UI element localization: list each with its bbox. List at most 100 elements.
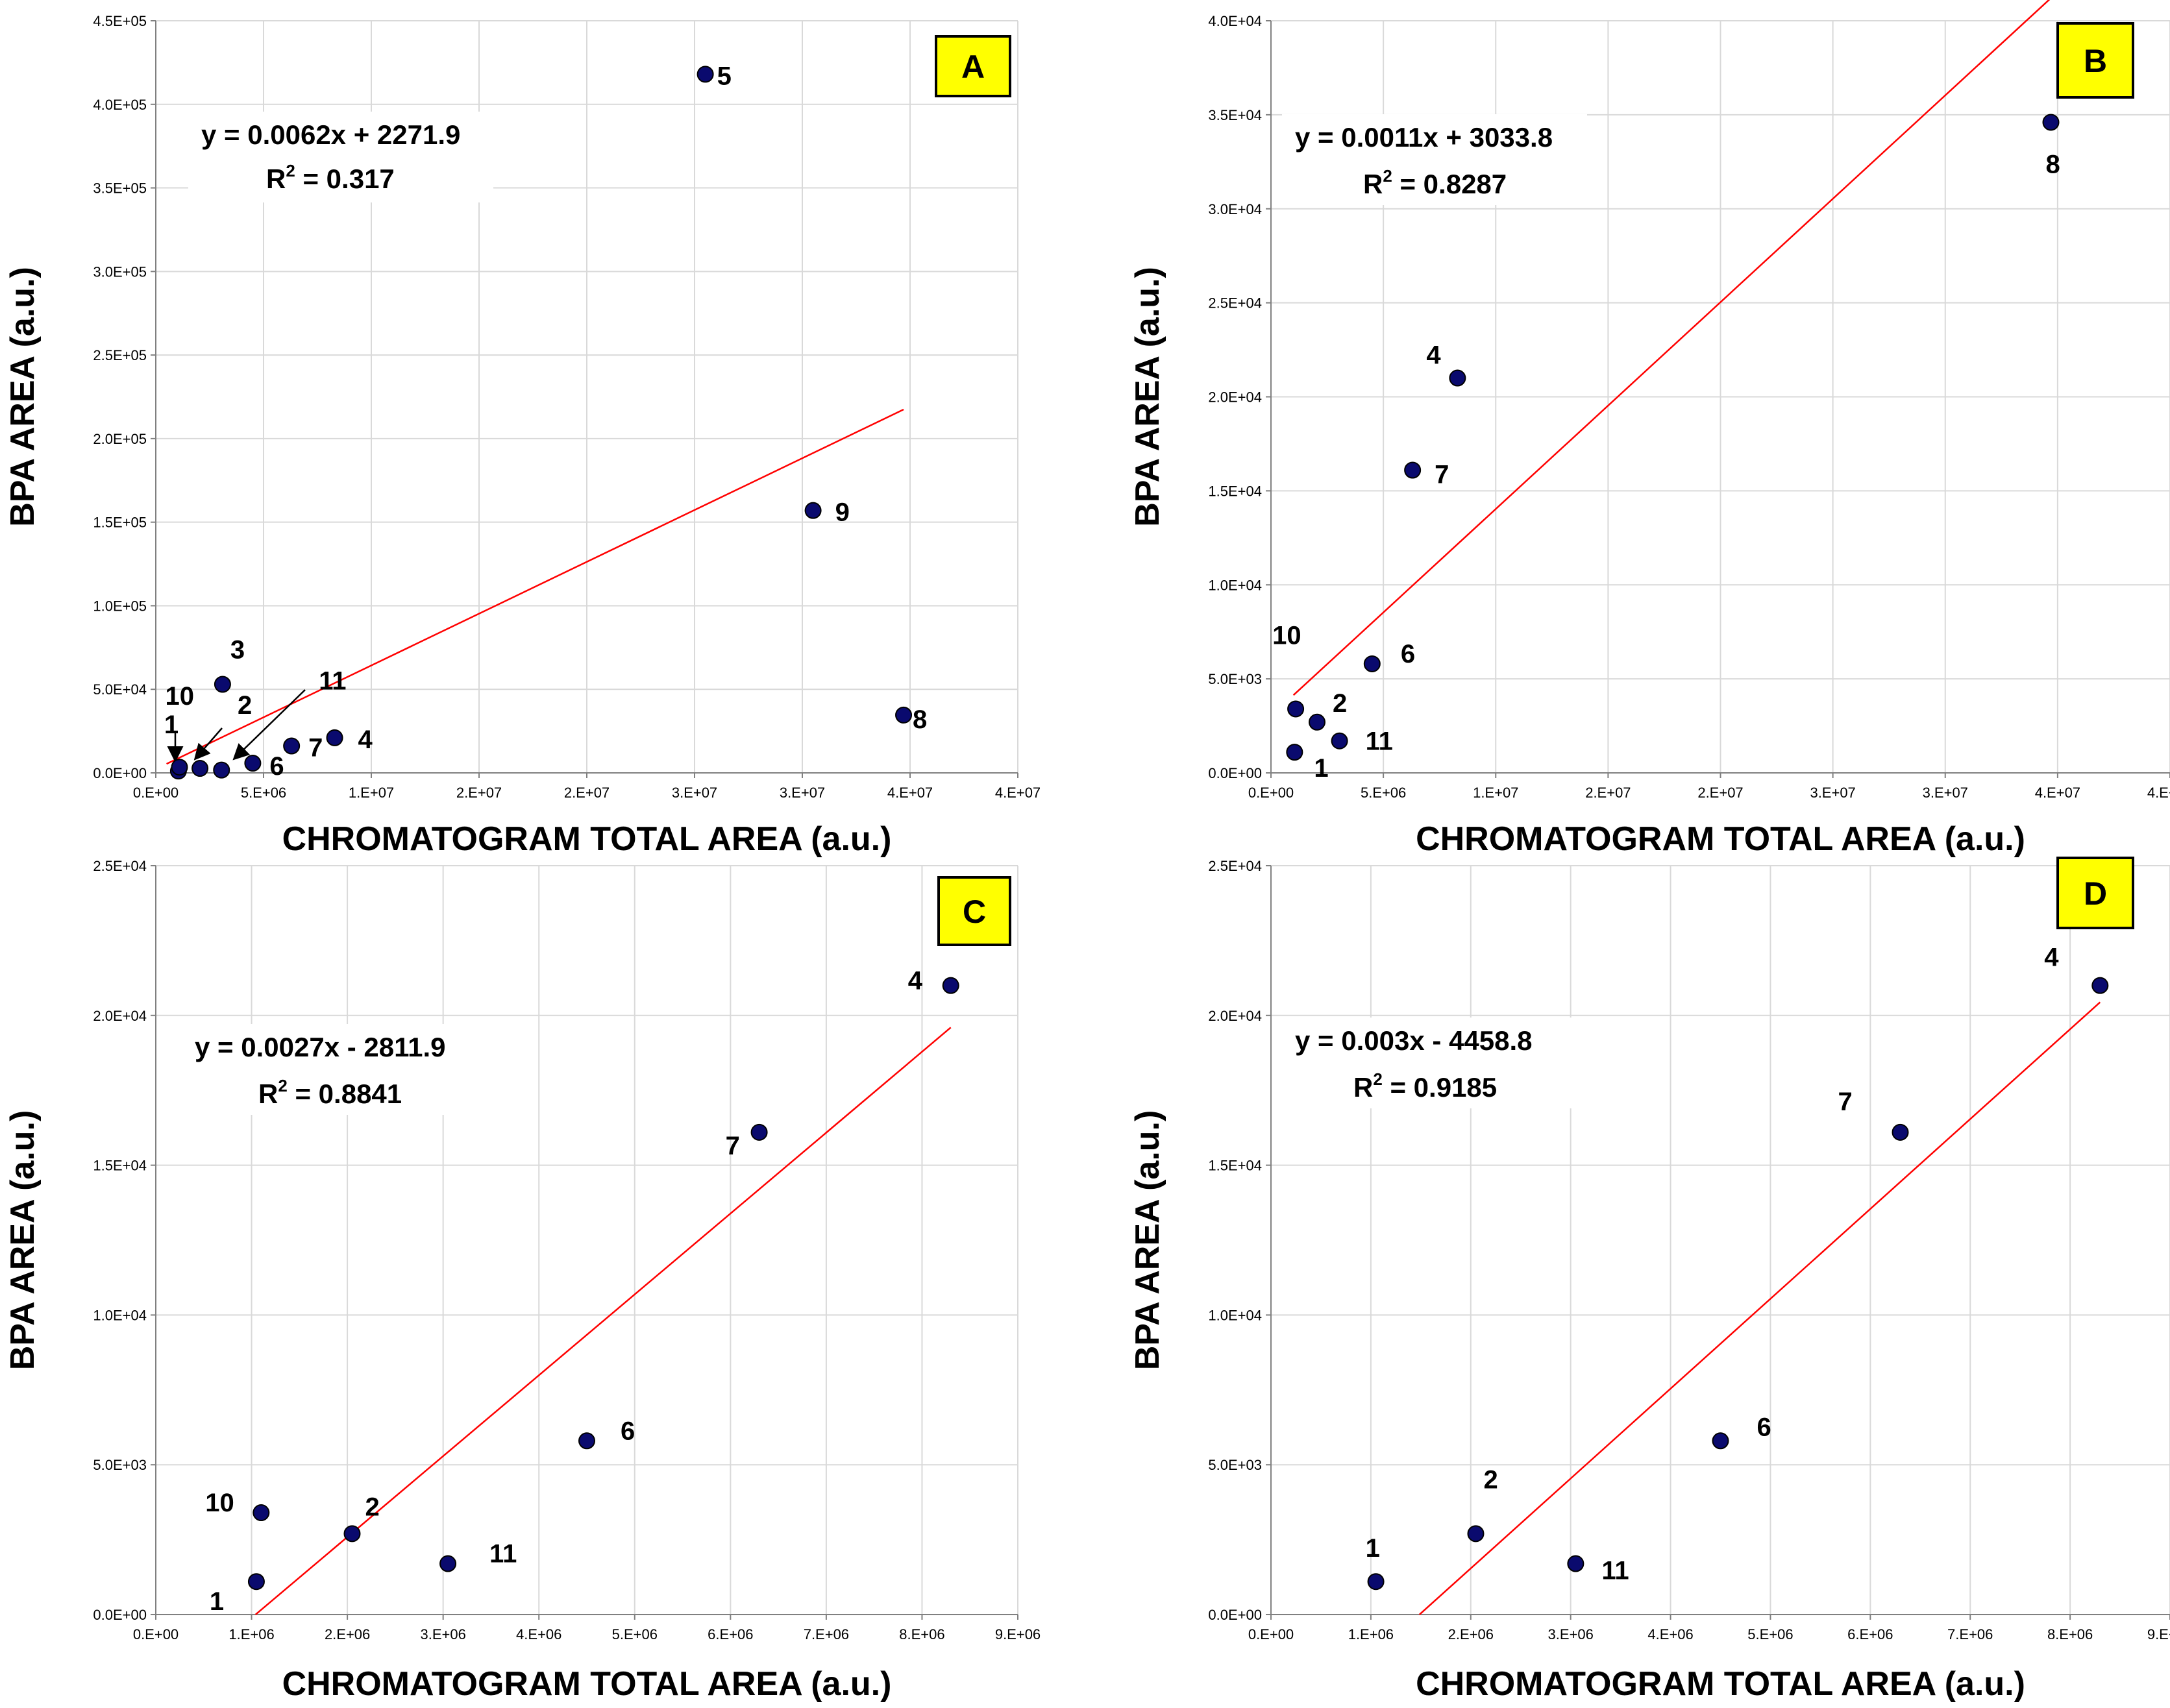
panel-c-point-label: 2 [365, 1493, 379, 1521]
panel-c-data-point [578, 1432, 595, 1450]
panel-b-equation-background [1282, 114, 1587, 205]
panel-b-x-tick-label: 2.E+07 [1585, 785, 1631, 801]
panel-c-x-tick-label: 5.E+06 [612, 1626, 658, 1642]
panel-d-trendline [1418, 1001, 2101, 1615]
panel-c-x-tick-label: 8.E+06 [899, 1626, 944, 1642]
panel-d-badge-letter: D [2084, 875, 2107, 912]
panel-a-point-label: 2 [238, 691, 252, 720]
panel-c-x-tick-label: 4.E+06 [516, 1626, 561, 1642]
panel-d-x-tick-label: 1.E+06 [1348, 1626, 1394, 1642]
panel-a-equation: y = 0.0062x + 2271.9 [201, 119, 460, 150]
panel-c-y-tick-label: 0.0E+00 [93, 1607, 147, 1623]
panel-a-y-tick-label: 4.5E+05 [93, 13, 147, 29]
panel-a-y-tick-label: 1.0E+05 [93, 598, 147, 614]
panel-c-equation-background [182, 1024, 487, 1115]
panel-a-x-tick-label: 2.E+07 [564, 785, 610, 801]
panel-a-annotation-arrow [193, 727, 223, 761]
panel-c-data-point [247, 1573, 265, 1591]
panel-a-equation-background [188, 112, 493, 202]
panel-d-badge [2056, 857, 2134, 929]
panel-c-badge [937, 876, 1011, 946]
panel-a-point-label: 4 [358, 726, 373, 754]
panel-a-data-point [895, 706, 913, 724]
panel-d-x-tick-label: 6.E+06 [1847, 1626, 1893, 1642]
panel-c-point-label: 4 [908, 967, 923, 995]
panel-b-badge [2056, 22, 2134, 99]
panel-a-x-tick-label: 4.E+07 [887, 785, 933, 801]
panel-c-data-point [253, 1504, 270, 1522]
panel-d-equation: y = 0.003x - 4458.8 [1295, 1025, 1532, 1056]
panel-d-equation-background [1282, 1018, 1587, 1108]
panel-a-data-point [214, 676, 231, 693]
panel-b-point-label: 4 [1426, 341, 1441, 370]
panel-b-y-tick-label: 1.5E+04 [1208, 483, 1262, 499]
panel-b-r-squared: R2 = 0.8287 [1363, 166, 1507, 199]
panel-a-data-point [191, 760, 209, 777]
panel-c-r-squared: R2 = 0.8841 [258, 1076, 402, 1109]
panel-a-point-label: 5 [717, 62, 732, 90]
panel-b-x-tick-label: 4.E+07 [2147, 785, 2170, 801]
panel-c-data-point [750, 1123, 768, 1141]
panel-a-y-tick-label: 4.0E+05 [93, 97, 147, 113]
panel-a-x-tick-label: 1.E+07 [349, 785, 394, 801]
panel-c-x-tick-label: 9.E+06 [995, 1626, 1041, 1642]
panel-d-y-tick-label: 2.0E+04 [1208, 1008, 1262, 1024]
panel-b-y-tick-label: 1.0E+04 [1208, 577, 1262, 593]
panel-c-equation: y = 0.0027x - 2811.9 [195, 1032, 446, 1062]
panel-a-data-point [804, 502, 822, 519]
panel-b-data-point [1287, 700, 1305, 718]
panel-a-data-point [326, 729, 343, 746]
panel-b-data-point [1308, 713, 1325, 731]
panel-b-data-point [2042, 114, 2060, 131]
panel-b-point-label: 10 [1272, 621, 1301, 650]
panel-c-point-label: 1 [210, 1587, 224, 1616]
panel-b-y-tick-label: 2.0E+04 [1208, 389, 1262, 406]
panel-d-data-point [1467, 1525, 1485, 1543]
panel-a-data-point [697, 66, 714, 83]
panel-b-data-point [1404, 461, 1422, 479]
panel-c-y-tick-label: 2.5E+04 [93, 858, 147, 874]
panel-b-equation: y = 0.0011x + 3033.8 [1295, 122, 1553, 152]
panel-c-x-tick-label: 2.E+06 [325, 1626, 370, 1642]
panel-a-x-tick-label: 0.E+00 [133, 785, 179, 801]
panel-c-trendline [254, 1027, 952, 1616]
panel-d-x-tick-label: 3.E+06 [1547, 1626, 1593, 1642]
panel-a-y-tick-label: 1.5E+05 [93, 515, 147, 531]
panel-c-data-point [439, 1555, 457, 1572]
panel-d-point-label: 11 [1601, 1557, 1629, 1585]
panel-b-y-tick-label: 3.0E+04 [1208, 201, 1262, 217]
panel-a-x-tick-label: 4.E+07 [995, 785, 1041, 801]
panel-a-x-axis-title: CHROMATOGRAM TOTAL AREA (a.u.) [282, 820, 892, 858]
panel-c-y-axis-title: BPA AREA (a.u.) [4, 1110, 42, 1371]
panel-c-y-tick-label: 1.0E+04 [93, 1307, 147, 1323]
panel-d-data-point [2091, 977, 2109, 994]
panel-a-y-tick-label: 0.0E+00 [93, 765, 147, 781]
panel-a-x-tick-label: 3.E+07 [672, 785, 717, 801]
panel-b-trendline [1292, 0, 2051, 696]
panel-a-point-label: 7 [308, 734, 323, 762]
panel-a-point-label: 6 [269, 752, 284, 781]
panel-a-y-axis-title: BPA AREA (a.u.) [4, 267, 42, 527]
panel-c-x-axis-title: CHROMATOGRAM TOTAL AREA (a.u.) [282, 1665, 892, 1703]
panel-d-point-label: 1 [1366, 1534, 1380, 1563]
panel-d-point-label: 2 [1483, 1465, 1498, 1494]
panel-d-y-axis-title: BPA AREA (a.u.) [1129, 1110, 1166, 1371]
panel-b-y-tick-label: 4.0E+04 [1208, 13, 1262, 29]
panel-a-y-tick-label: 5.0E+04 [93, 681, 147, 698]
panel-d-point-label: 4 [2044, 944, 2059, 972]
panel-d-y-tick-label: 5.0E+03 [1208, 1457, 1262, 1473]
panel-d-data-point [1367, 1573, 1385, 1591]
panel-c-data-point [343, 1525, 361, 1543]
panel-b-y-tick-label: 2.5E+04 [1208, 295, 1262, 311]
panel-c-point-label: 10 [205, 1489, 234, 1517]
panel-a-data-point [283, 737, 301, 755]
panel-b-x-tick-label: 3.E+07 [1923, 785, 1968, 801]
panel-b-data-point [1449, 369, 1466, 387]
panel-d-x-tick-label: 9.E+06 [2147, 1626, 2170, 1642]
panel-b-data-point [1331, 732, 1348, 750]
panel-b-x-tick-label: 1.E+07 [1473, 785, 1518, 801]
panel-b-point-label: 8 [2045, 150, 2060, 178]
panel-d-y-tick-label: 0.0E+00 [1208, 1607, 1262, 1623]
panel-d-y-tick-label: 1.0E+04 [1208, 1307, 1262, 1323]
panel-a-r-squared: R2 = 0.317 [266, 161, 395, 194]
